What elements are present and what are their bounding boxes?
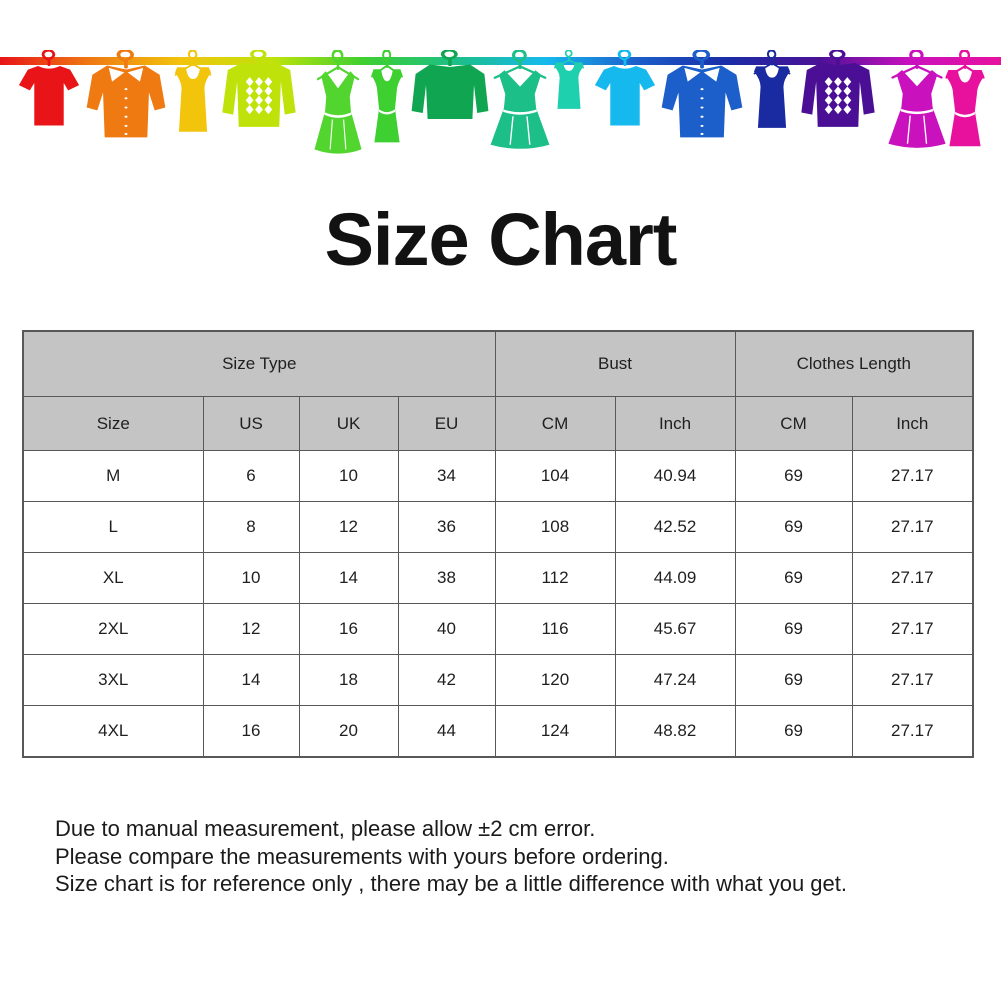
size-value: 69 [734,450,853,502]
size-value: 69 [734,501,853,553]
column-header-inch-7: Inch [851,396,974,451]
page-title: Size Chart [324,198,678,281]
size-value: 40 [397,603,496,655]
size-value: 124 [494,705,616,758]
size-label: 4XL [22,705,204,758]
size-value: 16 [202,705,300,758]
size-value: 27.17 [851,450,974,502]
size-table-body: M 6 10 34 104 40.94 69 27.17 L 8 12 36 108 42.52 69 27.… [22,450,974,758]
size-row-3xl: 3XL 14 18 42 120 47.24 69 27.17 [22,654,974,706]
size-value: 108 [494,501,616,553]
clothes-line-banner [0,50,1001,156]
size-value: 27.17 [851,654,974,706]
size-label: 2XL [22,603,204,655]
column-header-us-1: US [202,396,300,451]
size-value: 116 [494,603,616,655]
size-value: 38 [397,552,496,604]
note-line-3: Size chart is for reference only , there… [55,871,847,896]
size-value: 20 [298,705,399,758]
size-value: 27.17 [851,603,974,655]
size-value: 47.24 [614,654,736,706]
hanging-line [0,57,1001,65]
size-value: 42.52 [614,501,736,553]
size-value: 42 [397,654,496,706]
size-value: 27.17 [851,705,974,758]
size-value: 34 [397,450,496,502]
size-value: 120 [494,654,616,706]
garment-dress-icon [312,50,364,156]
size-value: 104 [494,450,616,502]
size-value: 10 [202,552,300,604]
size-value: 8 [202,501,300,553]
size-value: 10 [298,450,399,502]
size-value: 27.17 [851,552,974,604]
column-header-size-0: Size [22,396,204,451]
size-row-4xl: 4XL 16 20 44 124 48.82 69 27.17 [22,705,974,758]
group-header-bust: Bust [494,330,736,397]
size-label: L [22,501,204,553]
measurement-notes: Due to manual measurement, please allow … [55,815,847,898]
size-value: 69 [734,603,853,655]
size-value: 14 [298,552,399,604]
group-header-clothes-length: Clothes Length [734,330,974,397]
size-value: 112 [494,552,616,604]
column-header-inch-5: Inch [614,396,736,451]
size-row-m: M 6 10 34 104 40.94 69 27.17 [22,450,974,502]
size-value: 44.09 [614,552,736,604]
group-header-row: Size Type Bust Clothes Length [22,330,974,397]
size-value: 69 [734,552,853,604]
size-row-l: L 8 12 36 108 42.52 69 27.17 [22,501,974,553]
size-value: 44 [397,705,496,758]
size-label: M [22,450,204,502]
column-header-cm-6: CM [734,396,853,451]
size-value: 14 [202,654,300,706]
size-value: 6 [202,450,300,502]
garment-dress-icon [886,50,948,150]
size-value: 40.94 [614,450,736,502]
note-line-1: Due to manual measurement, please allow … [55,816,596,841]
size-value: 16 [298,603,399,655]
size-row-2xl: 2XL 12 16 40 116 45.67 69 27.17 [22,603,974,655]
note-line-2: Please compare the measurements with you… [55,843,669,869]
size-row-xl: XL 10 14 38 112 44.09 69 27.17 [22,552,974,604]
size-value: 27.17 [851,501,974,553]
size-value: 69 [734,654,853,706]
size-value: 45.67 [614,603,736,655]
size-value: 69 [734,705,853,758]
size-label: XL [22,552,204,604]
size-value: 48.82 [614,705,736,758]
column-header-eu-3: EU [397,396,496,451]
column-header-uk-2: UK [298,396,399,451]
size-label: 3XL [22,654,204,706]
size-value: 36 [397,501,496,553]
garment-dress-icon [489,50,551,151]
column-header-cm-4: CM [494,396,616,451]
group-header-size-type: Size Type [22,330,496,397]
size-value: 12 [298,501,399,553]
column-header-row: Size US UK EU CM Inch CM Inch [22,396,974,451]
size-value: 12 [202,603,300,655]
size-value: 18 [298,654,399,706]
garment-icons [17,50,986,156]
size-table: Size Type Bust Clothes Length Size US UK EU CM… [22,330,975,758]
